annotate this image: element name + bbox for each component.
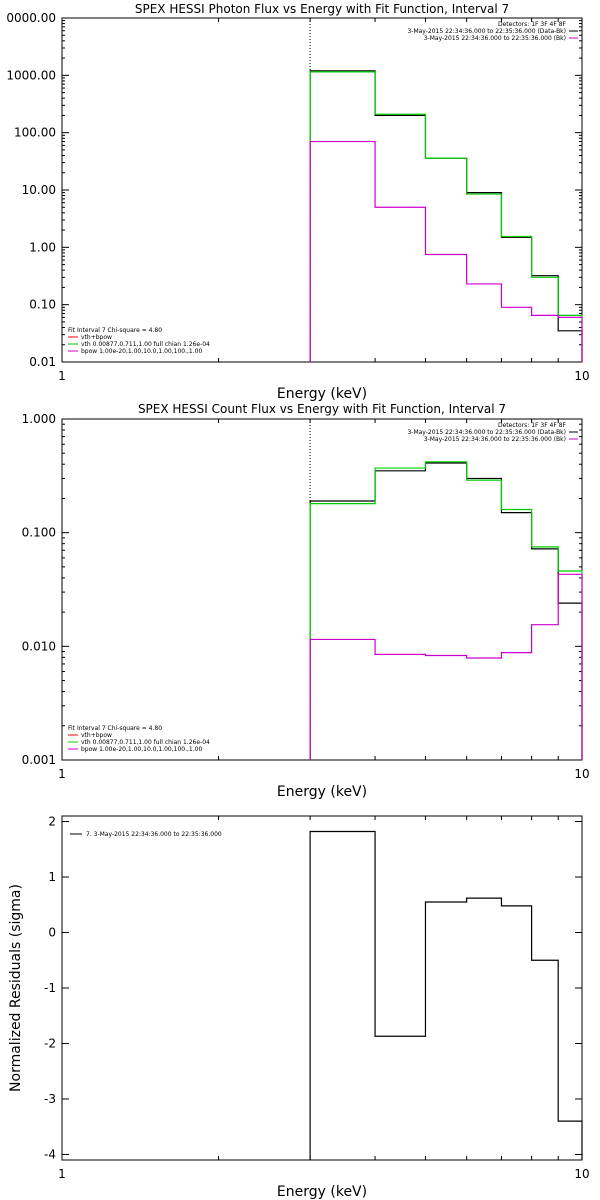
legend-bottom-left-entry: bpow 1.00e-20,1.00,10.0,1.00,100.,1.00	[81, 348, 202, 355]
y-tick-label: -4	[44, 1147, 56, 1161]
y-tick-label: 1	[48, 870, 56, 884]
y-tick-label: 10.00	[22, 183, 56, 197]
legend-bottom-left-entry: bpow 1.00e-20,1.00,10.0,1.00,100.,1.00	[81, 746, 202, 753]
x-tick-label: 10	[574, 767, 589, 781]
legend-top-right-entry: Detectors: 1F 3F 4F 8F	[498, 422, 567, 429]
legend-bottom-left-entry: vth+bpow	[81, 334, 112, 341]
legend-bottom-left-entry: vth 0.00877,0.711,1.00 full chian 1.26e-…	[81, 341, 210, 348]
y-tick-label: -1	[44, 981, 56, 995]
x-tick-label: 1	[58, 1167, 66, 1181]
plot-frame	[61, 815, 583, 1161]
y-tick-label: 0.01	[29, 355, 56, 369]
legend-bottom-left-entry: Fit Interval 7 Chi-square = 4.80	[68, 725, 162, 732]
y-tick-label: 0000.00	[6, 11, 56, 25]
series-bk-line	[309, 140, 583, 362]
legend-top-right-entry: 3-May-2015 22:34:36.000 to 22:35:36.000 …	[424, 436, 566, 443]
y-tick-label: 0.010	[22, 639, 56, 653]
series-vth-line	[309, 461, 583, 760]
y-axis-label: Normalized Residuals (sigma)	[8, 884, 24, 1092]
y-tick-label: -2	[44, 1036, 56, 1050]
legend-top-right-entry: 3-May-2015 22:34:36.000 to 22:35:36.000 …	[424, 35, 566, 42]
legend-top-right-entry: 3-May-2015 22:34:36.000 to 22:35:36.000 …	[407, 429, 566, 436]
legend-bottom-left-entry: vth+bpow	[81, 732, 112, 739]
y-tick-label: 0.10	[29, 298, 56, 312]
y-tick-label: 0.100	[22, 526, 56, 540]
legend-top-right-entry: 3-May-2015 22:34:36.000 to 22:35:36.000 …	[407, 28, 566, 35]
series-data-line	[309, 70, 583, 362]
y-tick-label: 1.00	[29, 240, 56, 254]
y-tick-label: 0.001	[22, 753, 56, 767]
x-axis-label: Energy (keV)	[277, 1184, 367, 1200]
chart-panel-2	[61, 418, 583, 761]
series-bk-line	[309, 573, 583, 760]
legend-bottom-left-entry: Fit Interval 7 Chi-square = 4.80	[68, 327, 162, 334]
y-tick-label: 100.00	[14, 126, 56, 140]
chart-panel-1	[61, 17, 583, 363]
x-axis-label: Energy (keV)	[277, 386, 367, 402]
y-tick-label: 2	[48, 815, 56, 829]
series-data-line	[309, 462, 583, 760]
x-tick-label: 1	[58, 369, 66, 383]
legend-top-left-entry: 7. 3-May-2015 22:34:36.000 to 22:35:36.0…	[86, 831, 222, 838]
y-tick-label: 1000.00	[6, 68, 56, 82]
x-tick-label: 10	[574, 1167, 589, 1181]
y-tick-label: -3	[44, 1092, 56, 1106]
y-tick-label: 1.000	[22, 412, 56, 426]
y-tick-label: 0	[48, 926, 56, 940]
legend-bottom-left-entry: vth 0.00877,0.711,1.00 full chian 1.26e-…	[81, 739, 210, 746]
legend-top-right-entry: Detectors: 1F 3F 4F 8F	[498, 21, 567, 28]
chart-title: SPEX HESSI Count Flux vs Energy with Fit…	[138, 402, 506, 416]
chart-title: SPEX HESSI Photon Flux vs Energy with Fi…	[135, 2, 509, 16]
series-vth-line	[309, 71, 583, 362]
x-tick-label: 1	[58, 767, 66, 781]
series-residual-line	[309, 830, 583, 1160]
plot-frame	[61, 418, 583, 761]
chart-panel-3	[61, 815, 583, 1161]
plot-frame	[61, 17, 583, 363]
x-tick-label: 10	[574, 369, 589, 383]
x-axis-label: Energy (keV)	[277, 784, 367, 800]
